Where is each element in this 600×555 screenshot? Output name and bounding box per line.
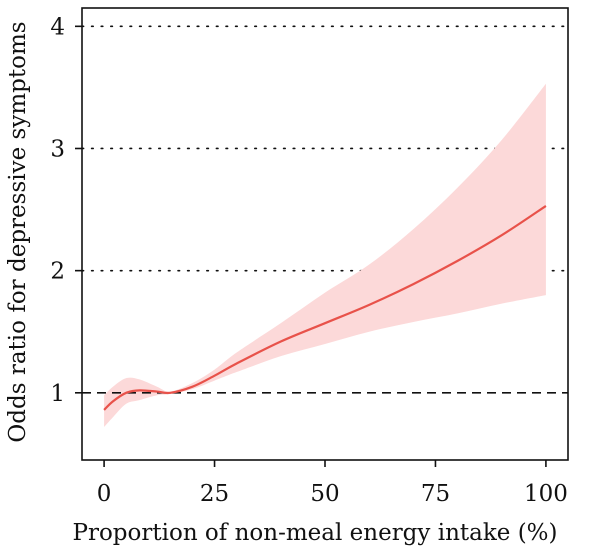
x-tick-label: 0 (97, 481, 112, 507)
y-tick-label: 2 (50, 259, 65, 285)
x-axis: 0 25 50 75 100 (97, 460, 568, 507)
confidence-band (104, 83, 546, 428)
y-tick-label: 3 (50, 136, 65, 162)
y-tick-label: 1 (50, 381, 65, 407)
y-tick-label: 4 (50, 14, 65, 40)
x-tick-label: 25 (200, 481, 229, 507)
x-tick-label: 50 (310, 481, 339, 507)
x-axis-title: Proportion of non-meal energy intake (%) (72, 520, 557, 546)
y-axis-title: Odds ratio for depressive symptoms (5, 21, 31, 442)
x-tick-label: 75 (421, 481, 450, 507)
x-tick-label: 100 (524, 481, 568, 507)
y-axis: 1 2 3 4 (50, 14, 82, 407)
odds-ratio-line (103, 204, 547, 411)
